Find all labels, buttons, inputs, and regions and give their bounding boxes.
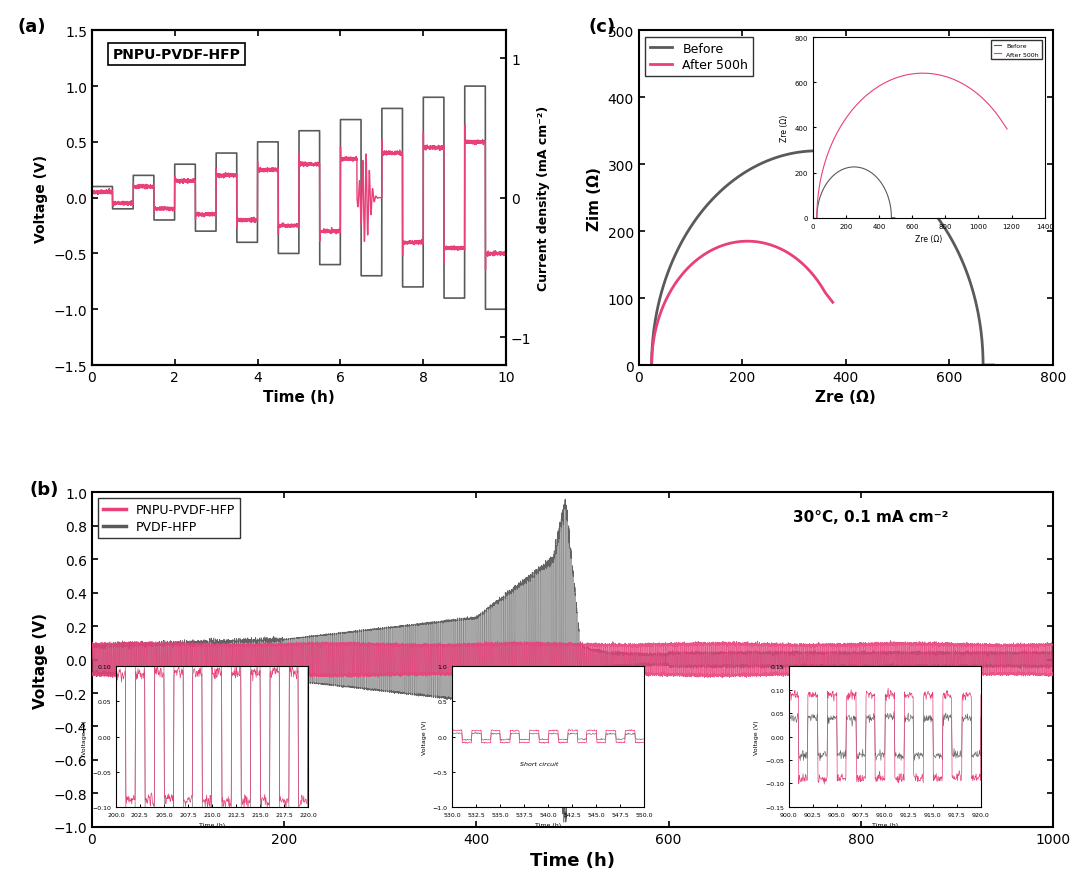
Before xyxy=(978,360,991,371)
X-axis label: Time (h): Time (h) xyxy=(530,851,615,869)
X-axis label: Zre (Ω): Zre (Ω) xyxy=(815,390,876,405)
Before xyxy=(851,153,864,164)
Before xyxy=(645,360,658,371)
Y-axis label: Current density (mA cm⁻²): Current density (mA cm⁻²) xyxy=(537,105,550,291)
After 500h xyxy=(646,352,659,363)
After 500h xyxy=(826,298,839,308)
Before xyxy=(987,360,1000,371)
Before xyxy=(976,360,989,371)
Y-axis label: Voltage (V): Voltage (V) xyxy=(33,155,48,242)
Y-axis label: Zim (Ω): Zim (Ω) xyxy=(586,166,602,231)
After 500h xyxy=(760,239,773,249)
After 500h xyxy=(746,237,759,248)
After 500h xyxy=(761,240,774,250)
Legend: PNPU-PVDF-HFP, PVDF-HFP: PNPU-PVDF-HFP, PVDF-HFP xyxy=(98,499,240,538)
Line: After 500h: After 500h xyxy=(651,242,833,366)
After 500h xyxy=(645,360,658,371)
X-axis label: Time (h): Time (h) xyxy=(264,390,335,405)
Text: 30°C, 0.1 mA cm⁻²: 30°C, 0.1 mA cm⁻² xyxy=(794,510,949,525)
Before xyxy=(646,342,659,353)
After 500h xyxy=(729,238,742,249)
Text: (c): (c) xyxy=(589,18,616,36)
Before xyxy=(914,192,927,203)
Text: (b): (b) xyxy=(29,481,58,499)
After 500h xyxy=(819,288,832,299)
Y-axis label: Voltage (V): Voltage (V) xyxy=(32,611,48,708)
Text: (a): (a) xyxy=(17,18,45,36)
Legend: Before, After 500h: Before, After 500h xyxy=(645,38,754,77)
Before xyxy=(810,147,823,157)
Before xyxy=(885,168,897,179)
Line: Before: Before xyxy=(651,152,994,366)
Before xyxy=(910,190,923,200)
Text: PNPU-PVDF-HFP: PNPU-PVDF-HFP xyxy=(112,48,241,62)
After 500h xyxy=(741,237,754,248)
